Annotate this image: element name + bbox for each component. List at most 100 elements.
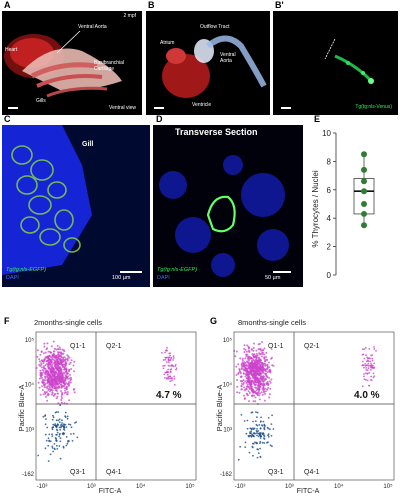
event-dot: [40, 363, 43, 366]
event-dot: [362, 364, 365, 367]
event-dot: [262, 387, 265, 390]
event-dot: [57, 411, 60, 413]
panel-e-data-point: [361, 178, 367, 185]
panel-c-dapi-label: DAPI: [6, 275, 19, 281]
event-dot: [243, 344, 246, 347]
event-dot: [49, 359, 52, 362]
event-dot: [240, 414, 243, 416]
event-dot: [367, 362, 370, 365]
panel-f-flow-plot: Pacific Blue-A FITC-A -10³ 10³ 10⁴ 10⁵ -162 1…: [17, 331, 197, 495]
event-dot: [76, 436, 79, 439]
event-dot: [47, 389, 50, 391]
event-dot: [265, 372, 268, 375]
event-dot: [244, 375, 247, 378]
event-dot: [250, 411, 253, 414]
event-dot: [162, 365, 165, 367]
event-dot: [255, 392, 258, 395]
event-dot: [251, 395, 254, 397]
event-dot: [47, 444, 50, 447]
event-dot: [373, 346, 375, 348]
event-dot: [236, 385, 239, 388]
event-dot: [60, 424, 62, 426]
event-dot: [55, 363, 58, 366]
event-dot: [51, 386, 54, 389]
event-dot: [261, 349, 264, 352]
event-dot: [266, 363, 269, 366]
event-dot: [52, 394, 55, 397]
panel-g-x-axis-label: FITC-A: [297, 488, 320, 495]
event-dot: [259, 374, 262, 377]
event-dot: [52, 353, 55, 355]
event-dot: [42, 365, 45, 368]
event-dot: [250, 380, 253, 383]
event-dot: [248, 373, 251, 375]
event-dot: [264, 387, 267, 390]
event-dot: [58, 382, 61, 385]
event-dot: [268, 393, 271, 396]
event-dot: [255, 349, 258, 352]
event-dot: [363, 357, 366, 360]
event-dot: [256, 361, 259, 364]
event-dot: [252, 346, 255, 349]
event-dot: [245, 364, 248, 367]
event-dot: [258, 352, 261, 355]
event-dot: [253, 435, 255, 438]
event-dot: [261, 351, 264, 354]
event-dot: [169, 377, 172, 380]
event-dot: [252, 375, 255, 378]
event-dot: [63, 372, 66, 375]
panel-b2-image: Tg(tg:nls-Venus): [273, 11, 398, 115]
panel-b2-transgene-label: Tg(tg:nls-Venus): [355, 104, 392, 110]
event-dot: [244, 373, 247, 376]
event-dot: [53, 356, 56, 359]
event-dot: [57, 357, 60, 360]
event-dot: [243, 351, 246, 353]
event-dot: [56, 390, 58, 392]
event-dot: [372, 372, 375, 375]
event-dot: [53, 424, 56, 427]
event-dot: [375, 350, 377, 352]
panel-a-anatomy-illustration: [4, 30, 122, 109]
event-dot: [59, 440, 62, 443]
event-dot: [51, 435, 54, 437]
panel-e-y-tick-label: 10: [322, 129, 331, 138]
event-dot: [264, 360, 266, 363]
panel-b-ventricle-label: Ventricle: [192, 102, 212, 108]
event-dot: [167, 359, 170, 362]
event-dot: [246, 374, 249, 377]
event-dot: [249, 357, 252, 360]
panel-e-y-axis-label: % Thyrocytes / Nuclei: [311, 170, 320, 247]
event-dot: [41, 389, 44, 392]
panel-f-title: 2months-single cells: [34, 318, 102, 327]
event-dot: [49, 351, 52, 354]
event-dot: [256, 448, 259, 451]
event-dot: [169, 375, 171, 378]
event-dot: [246, 419, 249, 422]
event-dot: [263, 384, 266, 387]
event-dot: [169, 380, 172, 382]
event-dot: [238, 368, 241, 371]
event-dot: [68, 399, 71, 402]
event-dot: [251, 357, 254, 360]
event-dot: [171, 379, 173, 382]
event-dot: [264, 390, 267, 393]
event-dot: [267, 417, 270, 419]
event-dot: [50, 377, 53, 379]
event-dot: [58, 370, 61, 373]
event-dot: [69, 381, 72, 384]
event-dot: [59, 428, 62, 431]
event-dot: [247, 390, 250, 393]
event-dot: [236, 391, 239, 394]
event-dot: [260, 369, 263, 372]
event-dot: [54, 361, 57, 364]
event-dot: [246, 427, 249, 430]
panel-f-ticks: -10³ 10³ 10⁴ 10⁵ -162 10³ 10⁴ 10⁵: [22, 337, 195, 490]
event-dot: [261, 433, 264, 436]
panel-e-y-tick-label: 4: [327, 214, 332, 223]
panel-g-y-axis-label: Pacific Blue-A: [215, 385, 224, 432]
y-tick-label: 10⁴: [223, 382, 233, 389]
event-dot: [66, 386, 69, 389]
panel-g-q4-label: Q4-1: [304, 469, 320, 476]
event-dot: [366, 372, 369, 375]
panel-g-title: 8months-single cells: [238, 318, 306, 327]
